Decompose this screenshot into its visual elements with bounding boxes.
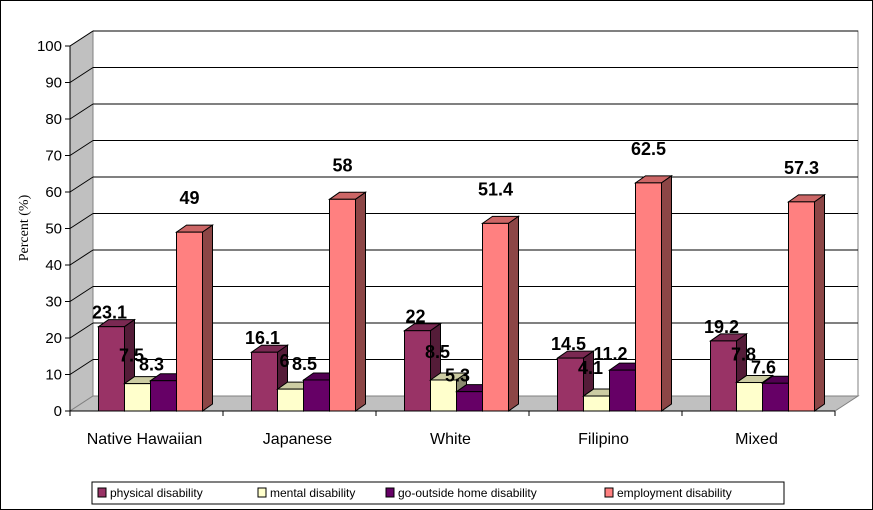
legend-label: employment disability — [617, 486, 732, 500]
gridline-side — [69, 359, 94, 375]
x-tick-label: White — [430, 431, 471, 448]
legend-label: mental disability — [270, 486, 355, 500]
y-tick-label: 50 — [45, 221, 62, 238]
gridline-side — [69, 176, 94, 193]
bar — [150, 380, 177, 412]
bar — [762, 382, 789, 412]
bar — [329, 198, 356, 412]
bar — [303, 379, 330, 412]
data-label: 14.5 — [551, 334, 586, 354]
legend-swatch — [97, 487, 107, 498]
data-label: 4.1 — [578, 358, 603, 378]
bar — [710, 340, 737, 412]
gridline-side — [69, 286, 94, 302]
x-tick-label: Mixed — [735, 431, 778, 448]
bar — [430, 379, 457, 412]
y-tick-label: 20 — [45, 330, 62, 347]
data-label: 6 — [279, 351, 289, 371]
bar — [456, 391, 483, 412]
bar — [736, 382, 763, 412]
y-tick-label: 70 — [45, 148, 62, 165]
data-label: 23.1 — [92, 303, 127, 323]
data-label: 5.3 — [445, 366, 470, 386]
data-label: 19.2 — [704, 317, 739, 337]
data-label: 62.5 — [631, 139, 666, 159]
y-tick-label: 80 — [45, 111, 62, 128]
y-tick-label: 30 — [45, 294, 62, 311]
bar — [557, 357, 584, 412]
bar — [482, 222, 509, 412]
x-tick-label: Filipino — [578, 431, 629, 448]
bar-side — [661, 174, 672, 412]
gridline-side — [69, 67, 94, 83]
bar — [124, 383, 151, 412]
bar — [176, 231, 203, 412]
legend-label: go-outside home disability — [398, 486, 537, 500]
data-label: 57.3 — [784, 158, 819, 178]
bar — [251, 351, 278, 412]
legend-swatch — [604, 487, 614, 498]
data-label: 7.5 — [119, 346, 144, 366]
bar — [277, 388, 304, 412]
y-tick-label: 40 — [45, 257, 62, 274]
bar — [404, 330, 431, 412]
gridline-side — [69, 103, 94, 120]
gridline-side — [69, 30, 94, 47]
x-tick-label: Japanese — [263, 431, 332, 448]
legend-label: physical disability — [110, 486, 203, 500]
data-label: 16.1 — [245, 328, 280, 348]
gridline-side — [69, 322, 94, 339]
legend-swatch — [257, 487, 267, 498]
y-tick-label: 60 — [45, 184, 62, 201]
bar-side — [202, 224, 213, 412]
bar — [635, 182, 662, 412]
gridline-side — [69, 140, 94, 156]
data-label: 8.5 — [425, 342, 450, 362]
bar-side — [814, 193, 825, 412]
data-label: 7.6 — [751, 357, 776, 377]
bar — [788, 201, 815, 412]
y-tick-label: 10 — [45, 367, 62, 384]
y-tick-label: 0 — [54, 403, 62, 420]
data-label: 49 — [179, 188, 199, 208]
legend-swatch — [385, 487, 395, 498]
bar — [98, 326, 125, 412]
bar-side — [508, 215, 519, 412]
data-label: 58 — [332, 155, 352, 175]
y-tick-label: 90 — [45, 75, 62, 92]
bar — [609, 369, 636, 412]
y-axis-label: Percent (%) — [17, 194, 32, 261]
data-label: 22 — [405, 307, 425, 327]
gridline-side — [69, 213, 94, 229]
bar-side — [355, 191, 366, 412]
bar — [583, 395, 610, 412]
y-tick-label: 100 — [37, 38, 62, 55]
data-label: 11.2 — [593, 344, 627, 364]
gridline-side — [69, 249, 94, 266]
data-label: 7.8 — [731, 345, 756, 365]
data-label: 8.3 — [139, 355, 164, 375]
data-label: 8.5 — [292, 354, 317, 374]
x-tick-label: Native Hawaiian — [87, 431, 203, 448]
data-label: 51.4 — [478, 179, 513, 199]
